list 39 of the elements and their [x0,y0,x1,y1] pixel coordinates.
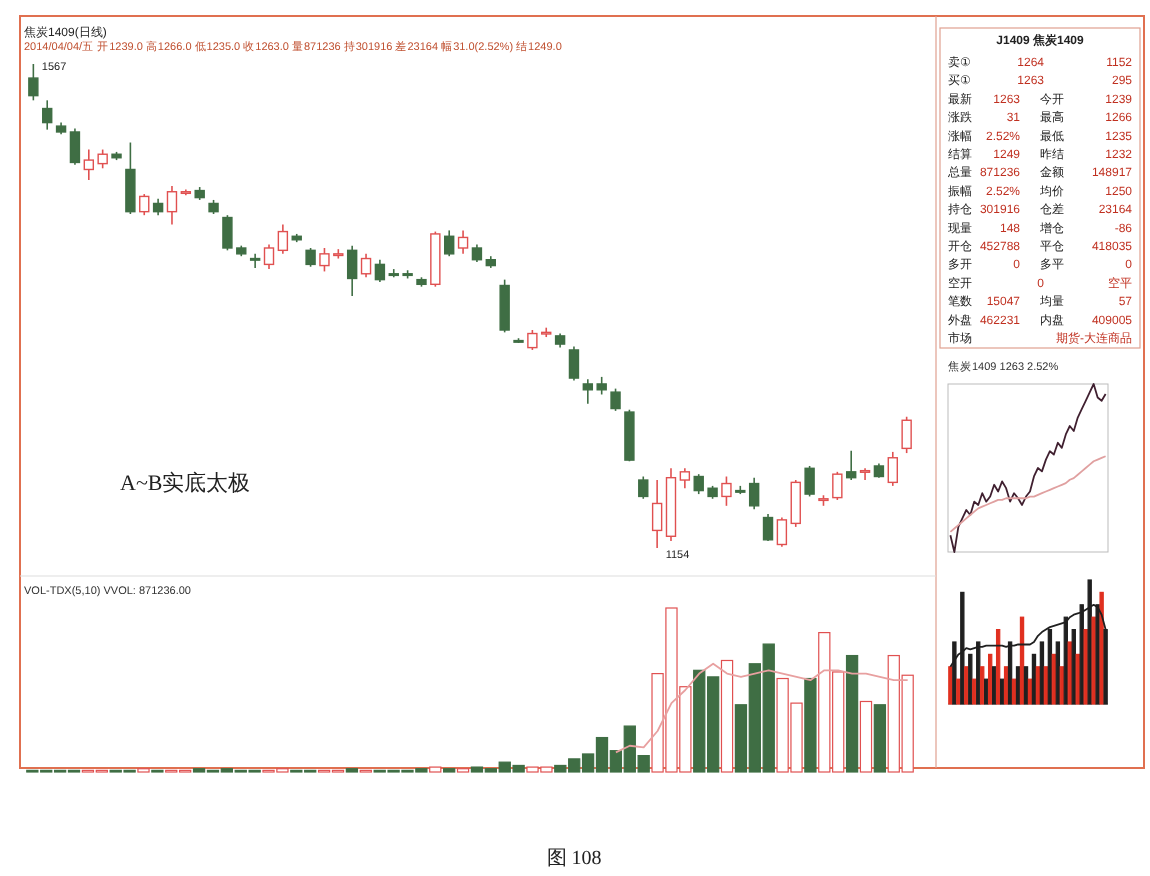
candlestick [249,253,261,269]
candlestick [762,513,774,542]
candlestick [166,185,178,226]
caption: 图 108 [546,848,602,870]
candlestick [776,516,788,548]
candlestick [832,471,843,501]
candlestick [346,244,358,297]
bar [845,654,859,773]
bar [859,700,873,773]
candlestick [721,475,732,507]
candlestick [804,465,815,498]
candlestick [901,415,912,454]
candlestick [305,247,316,268]
annotation: A~B实底太极 [120,470,251,496]
candlestick [139,193,150,216]
candlestick [457,229,469,255]
candlestick [277,223,289,255]
candlestick [28,63,39,102]
candlestick [499,278,510,334]
bar [804,677,817,773]
candlestick [568,345,580,382]
candlestick [887,451,898,487]
candlestick [679,467,691,490]
bar [873,704,887,773]
candlestick [651,479,663,549]
candlestick [610,387,621,412]
candlestick [42,99,53,131]
candlestick [859,467,871,481]
bar [720,659,734,773]
candlestick [360,253,372,279]
candlestick [444,229,455,257]
candlestick [790,479,801,528]
candlestick [125,141,136,215]
candlestick [69,127,81,166]
candlestick [638,475,649,500]
bar [429,766,442,773]
candlestick [374,258,386,283]
candlestick [263,243,275,270]
candlestick [845,449,857,481]
